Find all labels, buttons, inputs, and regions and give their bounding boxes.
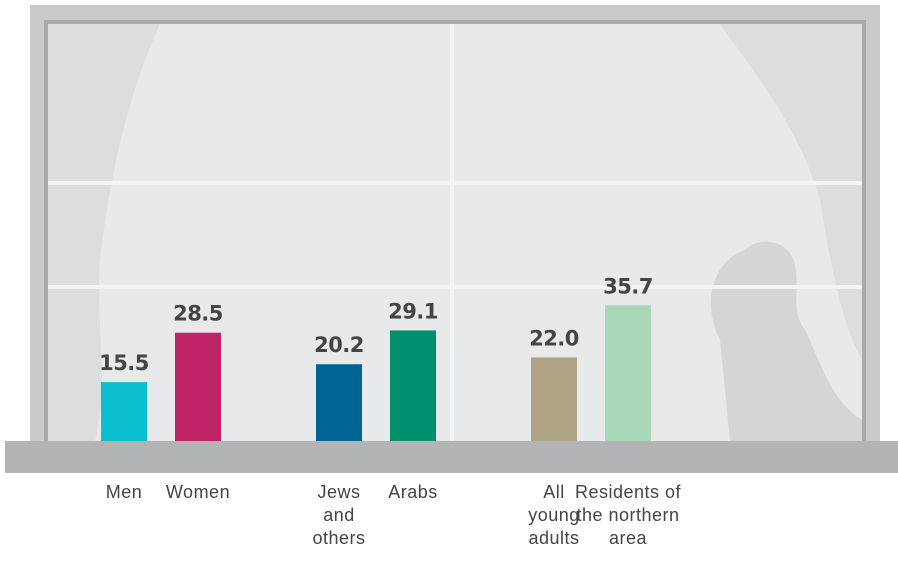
category-label: Arabs — [388, 482, 438, 502]
value-label: 29.1 — [388, 299, 438, 323]
value-label: 15.5 — [99, 351, 149, 375]
category-label: Men — [105, 482, 143, 502]
value-label: 35.7 — [603, 274, 653, 298]
category-label: Residents of the northern area — [574, 482, 682, 548]
window-background — [5, 5, 898, 473]
bar — [390, 330, 436, 441]
category-label: All young adults — [528, 482, 580, 548]
bar — [531, 357, 577, 441]
bar — [605, 305, 651, 441]
value-label: 20.2 — [314, 333, 364, 357]
value-label: 22.0 — [529, 326, 579, 350]
bar — [101, 382, 147, 441]
category-label: Jews and others — [312, 482, 366, 548]
value-label: 28.5 — [173, 302, 223, 326]
bar — [316, 364, 362, 441]
category-label: Women — [165, 482, 231, 502]
bars: 15.5 28.5 20.2 29.1 22.0 35.7 — [99, 274, 653, 441]
bar — [175, 332, 221, 441]
